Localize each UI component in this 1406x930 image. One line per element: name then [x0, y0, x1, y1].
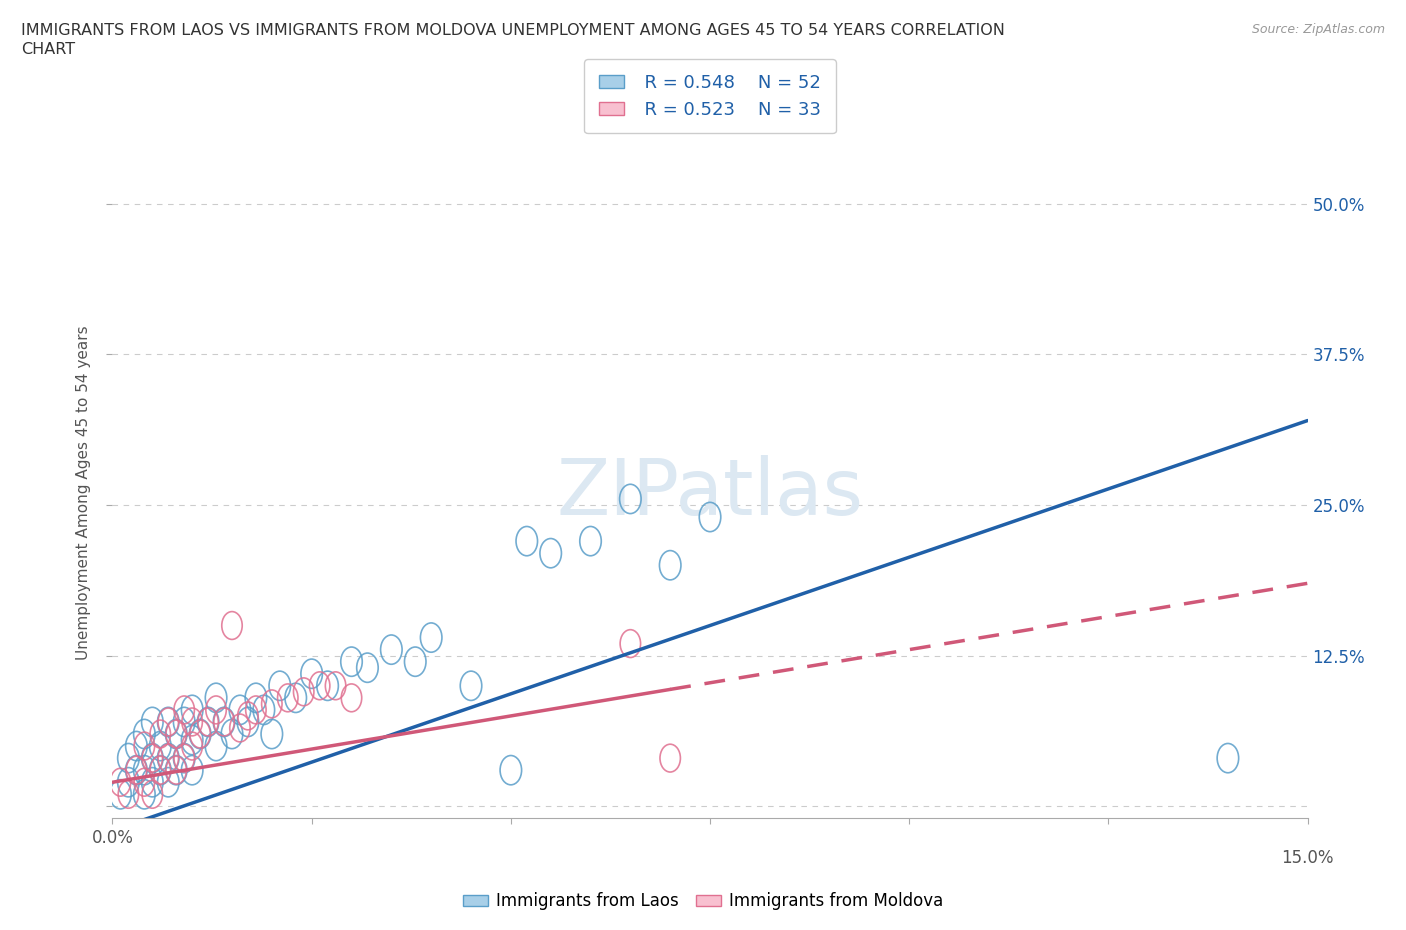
Y-axis label: Unemployment Among Ages 45 to 54 years: Unemployment Among Ages 45 to 54 years: [76, 326, 91, 660]
Text: CHART: CHART: [21, 42, 75, 57]
Text: IMMIGRANTS FROM LAOS VS IMMIGRANTS FROM MOLDOVA UNEMPLOYMENT AMONG AGES 45 TO 54: IMMIGRANTS FROM LAOS VS IMMIGRANTS FROM …: [21, 23, 1005, 38]
Legend:   R = 0.548    N = 52,   R = 0.523    N = 33: R = 0.548 N = 52, R = 0.523 N = 33: [585, 60, 835, 133]
Text: Source: ZipAtlas.com: Source: ZipAtlas.com: [1251, 23, 1385, 36]
Legend: Immigrants from Laos, Immigrants from Moldova: Immigrants from Laos, Immigrants from Mo…: [456, 885, 950, 917]
Text: ZIPatlas: ZIPatlas: [557, 455, 863, 531]
Text: 15.0%: 15.0%: [1281, 848, 1334, 867]
